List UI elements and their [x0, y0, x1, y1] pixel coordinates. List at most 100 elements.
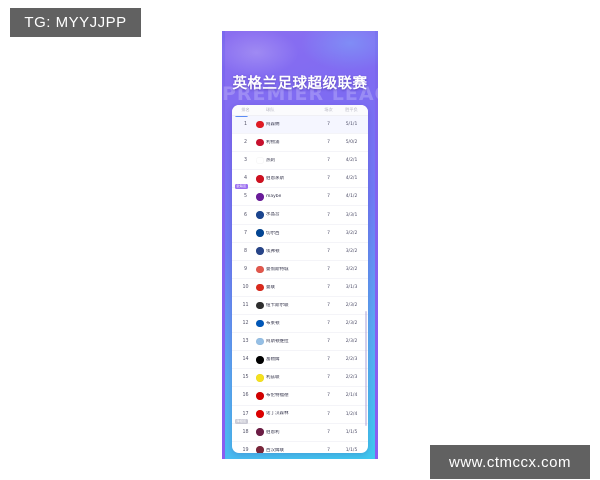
- left-edge-accent: [222, 31, 225, 459]
- cell-record: 3/2/2: [345, 248, 358, 254]
- cell-played: 7: [327, 194, 330, 200]
- cell-record: 4/1/2: [345, 194, 358, 200]
- cell-rank: 4: [243, 176, 248, 182]
- column-header-played: 场次: [324, 107, 333, 112]
- team-name: 伯恩茅斯: [266, 176, 284, 182]
- cell-rank: 8: [243, 248, 248, 254]
- team-name: 阿森纳: [266, 121, 280, 127]
- cell-played: 7: [327, 375, 330, 381]
- standings-card: 排名 球队 场次 胜平负 进球/失球 积分 欧冠区 1 阿森纳 7 5/1/1 14/3 1…: [232, 105, 368, 453]
- cell-goals: 9/5: [366, 213, 368, 218]
- team-crest-icon: [256, 301, 264, 310]
- team-name: 诺丁汉森林: [266, 411, 289, 417]
- team-name: maybe: [266, 194, 282, 200]
- cell-team: 富勒姆: [256, 356, 318, 364]
- team-crest-icon: [256, 374, 264, 382]
- team-crest-icon: [256, 319, 264, 328]
- team-name: 切尔西: [266, 230, 280, 236]
- cell-record: 4/2/1: [345, 158, 358, 164]
- table-row[interactable]: 欧冠区1阿森纳75/1/114/316: [232, 116, 368, 135]
- cell-record: 2/3/2: [345, 321, 358, 327]
- scrollbar[interactable]: [364, 311, 367, 427]
- cell-goals: 9/11: [366, 285, 368, 290]
- team-crest-icon: [256, 428, 264, 436]
- decorative-background-text: PREMIER LEAGUE: [222, 83, 378, 105]
- cell-played: 7: [327, 140, 330, 146]
- cell-record: 3/1/3: [345, 284, 358, 290]
- cell-rank: 9: [243, 266, 248, 272]
- cell-goals: 15/6: [366, 194, 368, 199]
- cell-record: 1/1/5: [345, 447, 358, 453]
- cell-played: 7: [327, 429, 330, 435]
- right-edge-accent: [375, 31, 378, 459]
- team-crest-icon: [256, 356, 264, 364]
- team-crest-icon: [256, 138, 264, 147]
- team-crest-icon: [256, 211, 264, 219]
- cell-played: 7: [327, 212, 330, 218]
- team-crest-icon: [256, 410, 264, 418]
- team-crest-icon: [256, 392, 264, 400]
- cell-played: 7: [327, 411, 330, 417]
- cell-rank: 6: [243, 212, 248, 218]
- cell-record: 3/2/2: [345, 266, 358, 272]
- team-crest-icon: [256, 247, 264, 255]
- telegram-watermark: TG: MYYJJPP: [10, 8, 141, 37]
- cell-goals: 13/9: [366, 140, 368, 145]
- team-name: 曼联: [266, 284, 275, 290]
- team-name: 伯恩利: [266, 429, 280, 435]
- cell-rank: 14: [242, 357, 249, 363]
- cell-team: 阿斯顿维拉: [256, 337, 318, 346]
- cell-played: 7: [327, 357, 330, 363]
- cell-rank: 1: [243, 122, 248, 128]
- standings-rows[interactable]: 欧冠区 1 阿森纳 7 5/1/1 14/3 16 2 利物浦 7 5/0/2 13/9 15 3 热刺 7 4…: [232, 116, 368, 453]
- cell-played: 7: [327, 176, 330, 182]
- cell-goals: 14/3: [366, 122, 368, 127]
- table-header: 排名 球队 场次 胜平负 进球/失球 积分: [232, 105, 368, 116]
- team-name: 布莱顿: [266, 320, 280, 326]
- cell-team: 热刺: [256, 156, 318, 165]
- zone-badge: 降级区: [235, 419, 249, 425]
- cell-played: 7: [327, 339, 330, 345]
- cell-team: 阿森纳: [256, 120, 318, 129]
- team-name: 利物浦: [266, 140, 280, 146]
- column-header-record: 胜平负: [345, 107, 358, 112]
- cell-played: 7: [327, 321, 330, 327]
- cell-team: 伯恩利: [256, 428, 318, 436]
- cell-record: 2/2/3: [345, 357, 358, 363]
- cell-team: 埃弗顿: [256, 247, 318, 255]
- cell-record: 3/2/2: [345, 230, 358, 236]
- cell-team: 伯恩茅斯: [256, 175, 318, 183]
- cell-played: 7: [327, 158, 330, 164]
- cell-team: 切尔西: [256, 229, 318, 237]
- cell-played: 7: [327, 266, 330, 272]
- team-name: 西汉姆联: [266, 447, 284, 453]
- cell-goals: 6/5: [366, 303, 368, 308]
- cell-record: 5/0/2: [345, 140, 358, 146]
- team-name: 热刺: [266, 158, 275, 164]
- cell-goals: 13/9: [366, 231, 368, 236]
- team-name: 曼彻斯特城: [266, 266, 289, 272]
- cell-team: 布莱顿: [256, 319, 318, 328]
- cell-played: 7: [327, 302, 330, 308]
- cell-played: 7: [327, 284, 330, 290]
- cell-team: 曼联: [256, 283, 318, 292]
- team-name: 富勒姆: [266, 357, 280, 363]
